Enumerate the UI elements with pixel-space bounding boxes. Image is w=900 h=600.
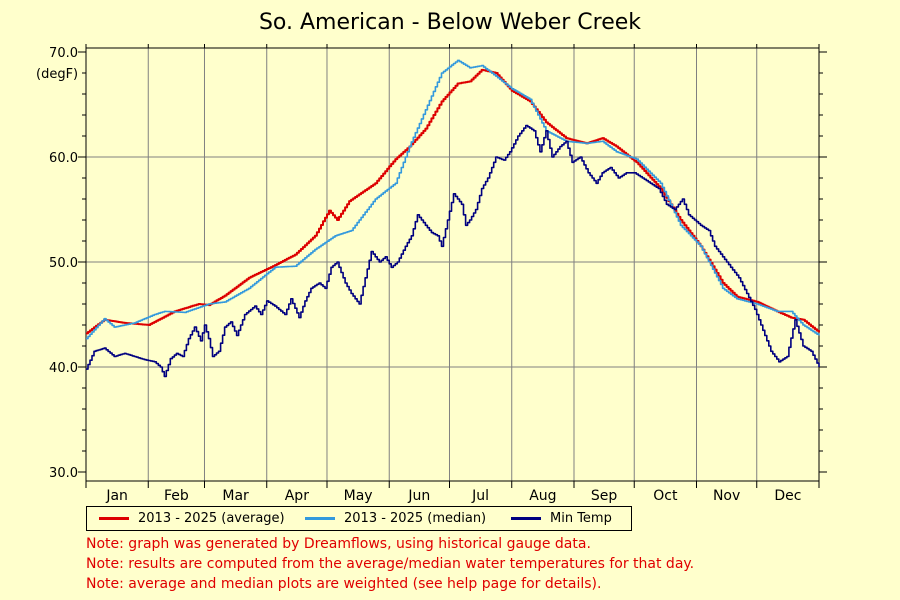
- y-tick-label: 60.0: [49, 151, 78, 166]
- series-lines: [86, 59, 820, 378]
- x-tick-label: Apr: [285, 488, 309, 504]
- legend-item-average: 2013 - 2025 (average): [99, 507, 285, 530]
- x-tick-label: Jul: [471, 488, 489, 504]
- legend-label-average: 2013 - 2025 (average): [138, 511, 285, 526]
- x-tick-label: Oct: [653, 488, 678, 504]
- y-tick-label: 70.0: [49, 46, 78, 61]
- chart-title: So. American - Below Weber Creek: [258, 10, 642, 35]
- x-tick-label: Jun: [407, 488, 430, 504]
- x-tick-label: Aug: [529, 488, 556, 504]
- legend-swatch-average: [99, 517, 129, 520]
- x-tick-label: Nov: [713, 488, 740, 504]
- grid: [86, 48, 819, 481]
- legend-swatch-min-temp: [511, 517, 541, 520]
- legend-item-min-temp: Min Temp: [511, 507, 612, 530]
- x-tick-label: Dec: [774, 488, 801, 504]
- x-tick-label: Sep: [591, 488, 618, 504]
- legend-item-median: 2013 - 2025 (median): [305, 507, 486, 530]
- x-tick-label: May: [344, 488, 373, 504]
- x-tick-label: Mar: [222, 488, 249, 504]
- series-line-min-temp: [86, 124, 820, 378]
- plot-frame: [85, 47, 820, 482]
- note-line-2: Note: results are computed from the aver…: [86, 556, 695, 572]
- legend-label-min-temp: Min Temp: [550, 511, 612, 526]
- y-axis-unit-label: (degF): [36, 67, 78, 82]
- series-line-average: [86, 68, 820, 335]
- note-line-3: Note: average and median plots are weigh…: [86, 576, 602, 592]
- x-tick-label: Jan: [105, 488, 128, 504]
- legend-swatch-median: [305, 517, 335, 520]
- x-tick-label: Feb: [164, 488, 189, 504]
- note-line-1: Note: graph was generated by Dreamflows,…: [86, 536, 591, 552]
- y-tick-label: 50.0: [49, 256, 78, 271]
- legend: 2013 - 2025 (average) 2013 - 2025 (media…: [86, 506, 632, 531]
- y-tick-label: 30.0: [49, 466, 78, 481]
- y-tick-label: 40.0: [49, 361, 78, 376]
- legend-label-median: 2013 - 2025 (median): [344, 511, 487, 526]
- series-line-median: [86, 59, 820, 340]
- axes: 30.0 40.0 50.0 60.0 70.0 Jan Feb Mar Apr May Jun Ju…: [49, 44, 827, 504]
